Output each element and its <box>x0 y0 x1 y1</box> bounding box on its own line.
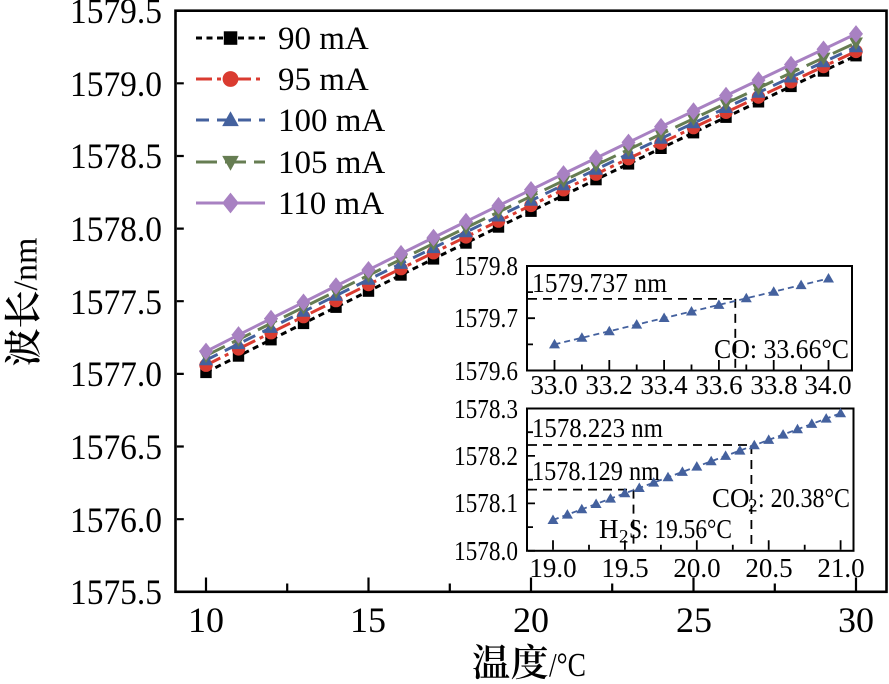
svg-text:20: 20 <box>513 600 549 640</box>
svg-text:1579.6: 1579.6 <box>454 356 518 386</box>
svg-text:1579.7: 1579.7 <box>454 303 518 333</box>
svg-text:33.4: 33.4 <box>640 370 688 400</box>
svg-text:100 mA: 100 mA <box>278 103 385 139</box>
svg-text:1579.737 nm: 1579.737 nm <box>532 268 667 298</box>
svg-text:20.5: 20.5 <box>745 553 792 583</box>
svg-text:1578.0: 1578.0 <box>70 209 162 249</box>
svg-text:1576.0: 1576.0 <box>70 500 162 540</box>
svg-text:90 mA: 90 mA <box>278 21 369 57</box>
svg-text:1578.223 nm: 1578.223 nm <box>532 413 663 443</box>
svg-text:1579.0: 1579.0 <box>70 64 162 104</box>
svg-text:95 mA: 95 mA <box>278 62 369 98</box>
svg-text:1578.2: 1578.2 <box>454 441 518 471</box>
svg-text:CO: 33.66°C: CO: 33.66°C <box>714 334 849 364</box>
svg-text:/°C: /°C <box>549 647 586 684</box>
svg-text:1575.5: 1575.5 <box>70 572 162 612</box>
svg-text:: 20.38°C: : 20.38°C <box>758 483 850 513</box>
svg-text:1578.3: 1578.3 <box>454 394 518 424</box>
svg-text:33.0: 33.0 <box>530 370 577 400</box>
svg-text:19.5: 19.5 <box>601 553 648 583</box>
svg-text:1578.129 nm: 1578.129 nm <box>532 456 660 486</box>
svg-text:1579.5: 1579.5 <box>70 0 162 31</box>
svg-text:1578.5: 1578.5 <box>70 136 162 176</box>
svg-text:110 mA: 110 mA <box>278 186 384 222</box>
svg-text:1577.5: 1577.5 <box>70 282 162 322</box>
svg-text:S: 19.56°C: S: 19.56°C <box>629 514 732 544</box>
svg-text:CO: CO <box>712 483 750 513</box>
svg-text:H: H <box>599 514 619 544</box>
svg-text:1579.8: 1579.8 <box>454 251 518 281</box>
svg-text:33.2: 33.2 <box>585 370 632 400</box>
svg-text:15: 15 <box>350 600 386 640</box>
svg-text:20.0: 20.0 <box>673 553 720 583</box>
svg-text:33.6: 33.6 <box>695 370 742 400</box>
svg-text:25: 25 <box>676 600 712 640</box>
svg-text:10: 10 <box>188 600 224 640</box>
svg-text:105 mA: 105 mA <box>278 145 385 181</box>
svg-text:1576.5: 1576.5 <box>70 427 162 467</box>
svg-text:1578.1: 1578.1 <box>454 488 518 518</box>
svg-text:33.8: 33.8 <box>750 370 797 400</box>
svg-text:19.0: 19.0 <box>529 553 576 583</box>
svg-text:34.0: 34.0 <box>804 370 851 400</box>
svg-text:30: 30 <box>838 600 874 640</box>
svg-text:2: 2 <box>748 496 758 517</box>
svg-text:/nm: /nm <box>8 238 45 291</box>
svg-text:21.0: 21.0 <box>817 553 864 583</box>
svg-text:1577.0: 1577.0 <box>70 354 162 394</box>
svg-text:1578.0: 1578.0 <box>454 536 518 566</box>
svg-text:2: 2 <box>619 527 629 548</box>
